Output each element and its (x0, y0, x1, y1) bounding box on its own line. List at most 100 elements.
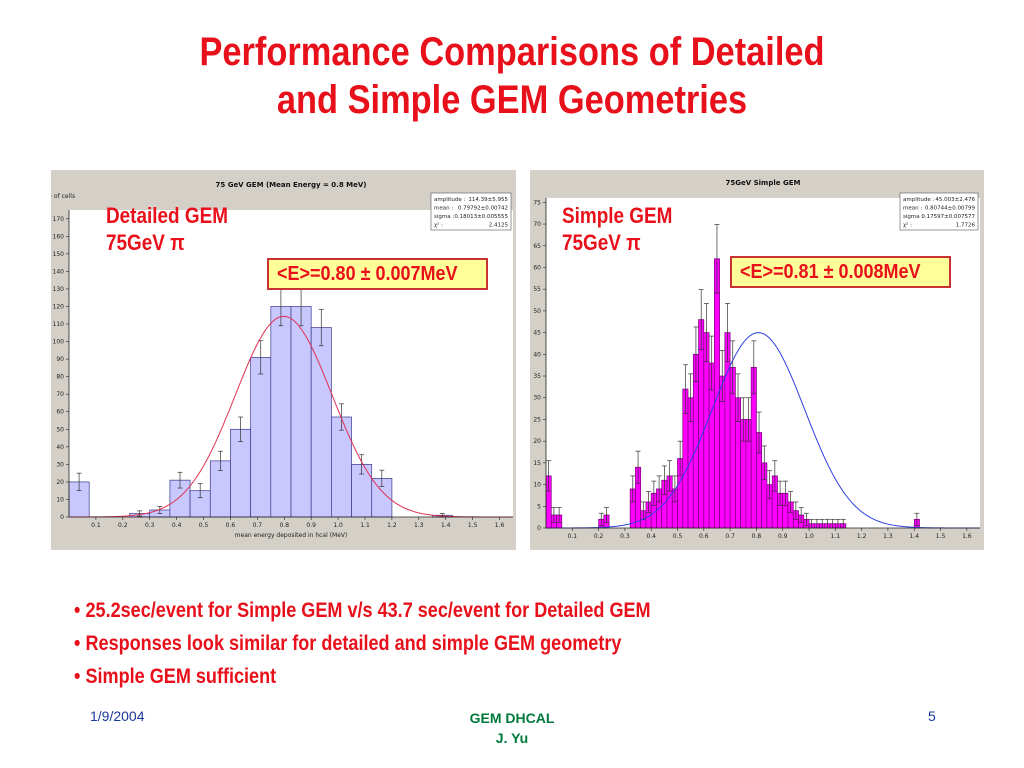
detailed-gem-x-tick-label: 1.2 (387, 522, 397, 529)
detailed-gem-label-line2: 75GeV π (106, 230, 185, 255)
bullet-item: • 25.2sec/event for Simple GEM v/s 43.7 s… (74, 594, 651, 627)
detailed-gem-stats-key: amplitude : (434, 197, 466, 203)
simple-gem-y-tick-label: 0 (537, 525, 541, 532)
simple-gem-x-tick-label: 0.9 (778, 533, 788, 540)
simple-gem-x-tick-label: 1.5 (936, 533, 946, 540)
detailed-gem-y-tick-label: 0 (60, 514, 64, 521)
detailed-gem-x-tick-label: 0.6 (226, 522, 236, 529)
detailed-gem-x-tick-label: 0.5 (199, 522, 209, 529)
simple-gem-x-tick-label: 1.4 (909, 533, 919, 540)
simple-gem-x-tick-label: 1.3 (883, 533, 893, 540)
footer-center: GEM DHCAL J. Yu (412, 708, 612, 748)
detailed-gem-y-tick-label: 120 (53, 303, 65, 310)
detailed-gem-stats-value: 2.4125 (489, 223, 509, 229)
simple-gem-x-tick-label: 0.4 (646, 533, 656, 540)
detailed-gem-y-tick-label: 80 (56, 374, 64, 381)
simple-gem-x-tick-label: 0.5 (673, 533, 683, 540)
simple-gem-stats-key: mean : (903, 206, 922, 212)
simple-gem-x-tick-label: 0.2 (594, 533, 604, 540)
detailed-gem-y-tick-label: 90 (56, 356, 64, 363)
simple-gem-title: 75GeV Simple GEM (726, 179, 801, 187)
detailed-gem-x-tick-label: 1.6 (495, 522, 505, 529)
simple-gem-y-tick-label: 15 (533, 460, 541, 467)
simple-gem-stats-value: 0.17597±0.007577 (921, 214, 975, 220)
detailed-gem-bar (270, 306, 292, 518)
simple-gem-y-tick-label: 70 (533, 221, 541, 228)
simple-gem-mean-box: <E>=0.81 ± 0.008MeV (730, 256, 951, 288)
detailed-gem-stats-key: sigma : (434, 214, 454, 220)
simple-gem-y-tick-label: 60 (533, 264, 541, 271)
detailed-gem-x-tick-label: 1.0 (333, 522, 343, 529)
detailed-gem-y-tick-label: 100 (53, 339, 65, 346)
detailed-gem-bar (310, 327, 332, 518)
simple-gem-y-tick-label: 45 (533, 330, 541, 337)
simple-gem-y-tick-label: 65 (533, 243, 541, 250)
simple-gem-x-tick-label: 1.2 (857, 533, 867, 540)
detailed-gem-y-tick-label: 140 (53, 268, 65, 275)
simple-gem-stats-key: amplitude : (903, 197, 935, 203)
simple-gem-histogram-panel: 75GeV Simple GEM 0.1 0.2 0.3 0.4 0.5 0.6 0.7 0.8… (530, 170, 984, 550)
detailed-gem-y-tick-label: 110 (53, 321, 65, 328)
bullet-text: Simple GEM sufficient (85, 665, 277, 688)
simple-gem-y-tick-label: 20 (533, 438, 541, 445)
slide-title: Performance Comparisons of Detailed and … (72, 28, 953, 124)
detailed-gem-histogram-panel: 75 GeV GEM (Mean Energy = 0.8 MeV) # of c… (51, 170, 516, 550)
simple-gem-x-tick-label: 1.0 (804, 533, 814, 540)
footer-page-number: 5 (928, 708, 936, 724)
simple-gem-y-tick-label: 25 (533, 416, 541, 423)
simple-gem-x-tick-label: 0.1 (568, 533, 578, 540)
footer-author: J. Yu (495, 730, 529, 746)
simple-gem-y-tick-label: 5 (537, 503, 541, 510)
bullet-item: • Responses look similar for detailed and… (74, 627, 651, 660)
detailed-gem-y-tick-label: 40 (56, 444, 64, 451)
detailed-gem-x-tick-label: 1.1 (360, 522, 370, 529)
bullet-text: 25.2sec/event for Simple GEM v/s 43.7 se… (85, 599, 651, 622)
detailed-gem-bar (250, 357, 272, 518)
detailed-gem-x-tick-label: 0.4 (172, 522, 182, 529)
detailed-gem-x-tick-label: 0.1 (91, 522, 101, 529)
simple-gem-y-tick-label: 55 (533, 286, 541, 293)
simple-gem-fit-curve (546, 332, 980, 529)
simple-gem-x-tick-label: 0.6 (699, 533, 709, 540)
detailed-gem-y-tick-label: 150 (53, 251, 65, 258)
detailed-gem-y-tick-label: 70 (56, 391, 64, 398)
simple-gem-stats-box (899, 192, 979, 231)
simple-gem-bar (698, 319, 705, 529)
simple-gem-y-tick-label: 35 (533, 373, 541, 380)
detailed-gem-x-tick-label: 1.5 (468, 522, 478, 529)
detailed-gem-y-tick-label: 130 (53, 286, 65, 293)
simple-gem-label-line2: 75GeV π (562, 230, 641, 255)
detailed-gem-mean-box: <E>=0.80 ± 0.007MeV (267, 258, 488, 290)
simple-gem-stats-value: 45.003±2.476 (935, 197, 975, 203)
bullet-symbol: • (74, 665, 81, 688)
simple-gem-histogram: 75GeV Simple GEM 0.1 0.2 0.3 0.4 0.5 0.6 0.7 0.8… (533, 179, 980, 540)
detailed-gem-y-tick-label: 50 (56, 426, 64, 433)
detailed-gem-xlabel: mean energy deposited in hcal (MeV) (235, 532, 348, 539)
detailed-gem-y-tick-label: 10 (56, 496, 64, 503)
detailed-gem-ylabel: # of cells (51, 193, 75, 200)
slide-title-line2: and Simple GEM Geometries (276, 78, 748, 122)
simple-gem-stats-key: sigma : (903, 214, 923, 220)
detailed-gem-x-tick-label: 0.3 (145, 522, 155, 529)
detailed-gem-bar (290, 306, 312, 518)
simple-gem-stats-key: χ² : (903, 222, 912, 229)
simple-gem-stats-value: 1.7726 (956, 223, 976, 229)
bullet-symbol: • (74, 599, 81, 622)
simple-gem-x-tick-label: 1.6 (962, 533, 972, 540)
simple-gem-y-tick-label: 50 (533, 308, 541, 315)
bullet-item: • Simple GEM sufficient (74, 660, 651, 693)
simple-gem-x-tick-label: 0.8 (752, 533, 762, 540)
detailed-gem-y-tick-label: 160 (53, 233, 65, 240)
simple-gem-y-tick-label: 30 (533, 395, 541, 402)
slide-title-line1: Performance Comparisons of Detailed (199, 30, 825, 74)
detailed-gem-stats-key: χ² : (434, 222, 443, 229)
detailed-gem-y-tick-label: 30 (56, 461, 64, 468)
detailed-gem-y-tick-label: 20 (56, 479, 64, 486)
footer-title: GEM DHCAL (469, 710, 555, 726)
bullet-list: • 25.2sec/event for Simple GEM v/s 43.7 s… (74, 594, 744, 693)
detailed-gem-y-tick-label: 60 (56, 409, 64, 416)
detailed-gem-x-tick-label: 0.2 (118, 522, 128, 529)
simple-gem-y-tick-label: 40 (533, 351, 541, 358)
detailed-gem-label: Detailed GEM 75GeV π (106, 202, 228, 256)
detailed-gem-x-tick-label: 0.9 (306, 522, 316, 529)
